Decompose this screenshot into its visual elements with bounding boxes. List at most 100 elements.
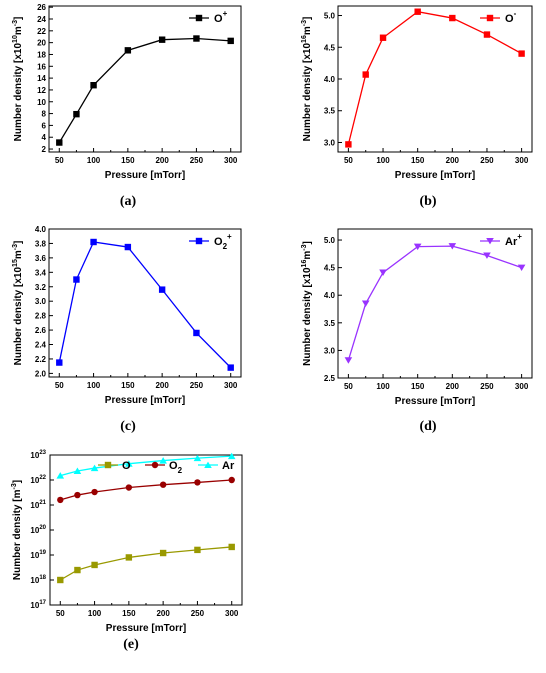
y-tick-label: 24 bbox=[37, 15, 46, 24]
y-tick-base: 10 bbox=[30, 476, 39, 485]
legend-name: O bbox=[505, 13, 514, 25]
x-tick-label: 250 bbox=[190, 381, 204, 390]
data-point-1-6 bbox=[193, 329, 200, 337]
data-point-1-3 bbox=[91, 561, 98, 569]
x-tick-label: 150 bbox=[411, 156, 425, 165]
y-tick-label: 18 bbox=[37, 50, 46, 59]
data-point-1-1 bbox=[57, 576, 64, 584]
y-label-exponent: 16 bbox=[301, 35, 308, 43]
series-line-1 bbox=[58, 241, 232, 369]
legend-sup: + bbox=[223, 9, 228, 18]
legend-marker bbox=[195, 14, 203, 22]
x-tick-label: 300 bbox=[515, 156, 529, 165]
series-line-1 bbox=[347, 11, 522, 145]
y-label-unit: m bbox=[13, 250, 24, 259]
x-tick-label: 100 bbox=[376, 156, 390, 165]
y-tick-label: 1018 bbox=[30, 575, 46, 585]
data-point-1-3 bbox=[379, 269, 387, 277]
legend-name: O bbox=[214, 13, 223, 25]
x-tick-label: 300 bbox=[515, 382, 529, 391]
y-axis-label: Number density [m-3] bbox=[11, 480, 23, 580]
y-tick-label: 4 bbox=[42, 133, 47, 142]
y-tick-exponent: 18 bbox=[39, 575, 46, 581]
data-point-1-4 bbox=[125, 554, 133, 561]
data-point-3-2 bbox=[73, 467, 82, 474]
legend-marker-2 bbox=[151, 461, 159, 469]
y-tick-label: 1022 bbox=[30, 475, 46, 485]
x-axis-label: Pressure [mTorr] bbox=[395, 396, 475, 407]
data-point-3-4 bbox=[125, 460, 133, 467]
plot-frame bbox=[48, 228, 242, 378]
y-tick-label: 1020 bbox=[30, 525, 46, 535]
y-tick-exponent: 21 bbox=[39, 500, 46, 506]
panel-label: (d) bbox=[419, 419, 436, 434]
y-label-close: ] bbox=[13, 17, 24, 20]
y-tick-exponent: 20 bbox=[39, 525, 46, 531]
x-tick-label: 300 bbox=[224, 381, 238, 390]
y-tick-label: 4.0 bbox=[324, 75, 336, 84]
legend-label-2: O2 bbox=[169, 460, 183, 475]
y-tick-exponent: 23 bbox=[39, 450, 46, 456]
y-tick-label: 22 bbox=[37, 27, 46, 36]
x-tick-label: 150 bbox=[121, 381, 135, 390]
y-label-unit-exponent: -3 bbox=[12, 20, 19, 26]
y-label-text: Number density [x10 bbox=[302, 267, 313, 366]
y-label-unit-exponent: -3 bbox=[11, 483, 18, 489]
data-point-3-3 bbox=[90, 464, 99, 472]
data-point-1-1 bbox=[56, 359, 63, 366]
data-point-1-2 bbox=[362, 71, 369, 78]
y-label-unit: m bbox=[302, 251, 313, 260]
y-tick-label: 20 bbox=[37, 39, 46, 48]
y-tick-base: 10 bbox=[30, 451, 39, 460]
y-tick-label: 3.0 bbox=[35, 297, 47, 306]
data-point-1-5 bbox=[159, 549, 167, 557]
x-tick-label: 250 bbox=[480, 382, 494, 391]
legend-name: Ar bbox=[505, 236, 518, 248]
x-axis-label: Pressure [mTorr] bbox=[106, 623, 186, 634]
x-tick-label: 100 bbox=[87, 381, 101, 390]
data-point-3-7 bbox=[227, 452, 236, 460]
legend-marker-3 bbox=[204, 461, 212, 469]
y-tick-label: 1017 bbox=[30, 600, 46, 610]
data-point-1-2 bbox=[73, 276, 80, 283]
panel-label: (b) bbox=[419, 194, 436, 209]
data-point-1-1 bbox=[56, 139, 63, 146]
y-axis-label: Number density [x1016m-3] bbox=[301, 17, 313, 142]
chart-panel-1: 50 100 150 200 250 3002468101214161820222426P… bbox=[12, 3, 242, 209]
legend-sup: + bbox=[517, 232, 522, 241]
x-tick-label: 200 bbox=[155, 156, 169, 165]
data-point-1-6 bbox=[483, 31, 491, 38]
data-point-1-7 bbox=[228, 543, 235, 551]
data-point-2-4 bbox=[125, 484, 133, 491]
y-tick-label: 2.2 bbox=[35, 355, 47, 364]
y-tick-label: 6 bbox=[42, 121, 47, 130]
chart-panel-2: 50 100 150 200 250 300 3.0 3.5 4.0 4.5 5.0 Pressure… bbox=[301, 5, 533, 209]
x-tick-label: 250 bbox=[191, 609, 205, 618]
data-point-1-4 bbox=[414, 8, 421, 15]
data-point-1-7 bbox=[227, 364, 234, 371]
y-tick-label: 3.0 bbox=[324, 138, 336, 147]
legend-marker bbox=[195, 237, 203, 245]
y-tick-label: 2.4 bbox=[35, 341, 47, 350]
data-point-3-1 bbox=[56, 472, 65, 479]
x-tick-label: 300 bbox=[224, 156, 238, 165]
x-tick-label: 50 bbox=[55, 381, 64, 390]
y-tick-base: 10 bbox=[30, 551, 39, 560]
legend-label: Ar+ bbox=[505, 232, 522, 248]
legend-name: O bbox=[169, 460, 178, 472]
y-label-close: ] bbox=[302, 241, 313, 244]
y-tick-label: 2.8 bbox=[35, 312, 47, 321]
y-label-exponent: 16 bbox=[301, 260, 308, 268]
y-label-unit-exponent: -3 bbox=[12, 244, 19, 250]
legend-label-3: Ar bbox=[222, 460, 235, 472]
data-point-1-7 bbox=[517, 264, 526, 272]
x-tick-label: 200 bbox=[156, 609, 170, 618]
data-point-1-1 bbox=[345, 141, 352, 148]
data-point-1-6 bbox=[194, 546, 201, 554]
legend-label: O2+ bbox=[214, 232, 232, 251]
series-line-1 bbox=[58, 37, 231, 143]
y-tick-label: 14 bbox=[37, 74, 46, 83]
x-tick-label: 50 bbox=[344, 156, 353, 165]
